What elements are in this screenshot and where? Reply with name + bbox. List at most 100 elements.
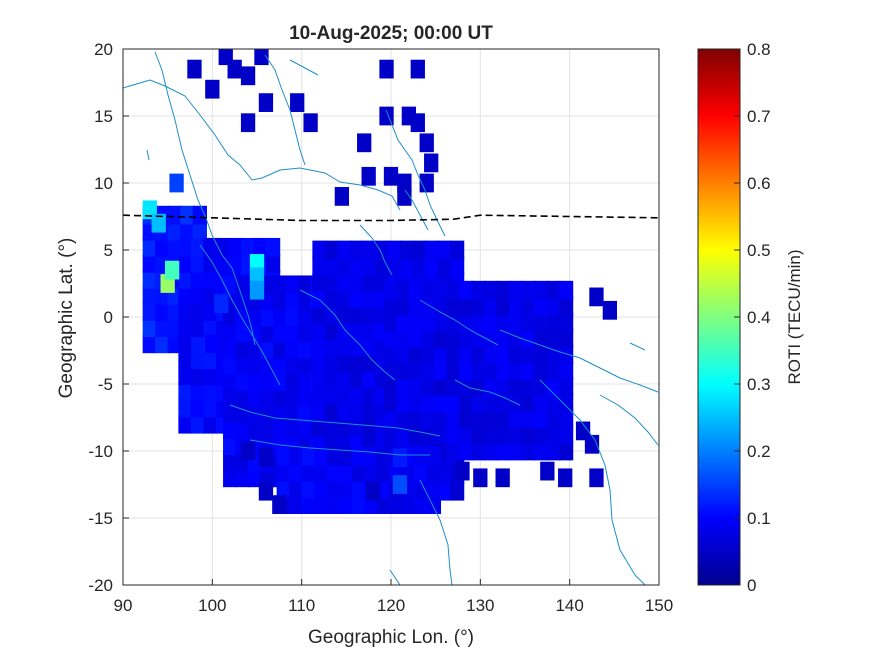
- y-tick-label-2: 10: [94, 174, 113, 193]
- roti-cell-r4-534: [433, 425, 449, 445]
- roti-cell-r4-563: [458, 312, 474, 332]
- roti-cell-12: [161, 26, 175, 45]
- roti-cell-r5-663: [301, 479, 316, 498]
- roti-cell-r0-9: [155, 334, 170, 354]
- roti-cell-r5-658: [289, 495, 304, 514]
- roti-cell-r2-161: [235, 355, 250, 375]
- roti-cell-r4-637: [546, 361, 561, 380]
- roti-cell-r4-527: [421, 361, 436, 380]
- roti-cell-r5-676: [339, 463, 354, 482]
- roti-cell-r2-177: [248, 307, 263, 327]
- roti-cell-r5-681: [351, 446, 366, 466]
- x-tick-label-2: 110: [288, 596, 315, 615]
- y-tick-label-6: -10: [88, 442, 113, 461]
- roti-cell-r2-158: [235, 404, 250, 423]
- roti-cell-r3-323: [324, 321, 340, 340]
- roti-cell-r4-642: [546, 280, 561, 300]
- roti-cell-28: [357, 133, 372, 153]
- roti-cell-47: [240, 441, 256, 461]
- x-axis-label: Geographic Lon. (°): [308, 627, 474, 648]
- roti-cell-r1-47: [178, 382, 193, 402]
- roti-cell-r1-75: [203, 318, 218, 338]
- roti-cell-r2-230: [298, 291, 313, 311]
- roti-cell-r2-190: [260, 307, 275, 327]
- roti-cell-r3-317: [324, 417, 340, 437]
- roti-cell-r2-224: [298, 388, 313, 407]
- roti-cell-r4-573: [471, 329, 486, 348]
- roti-cell-6: [249, 280, 265, 300]
- roti-cell-r2-173: [248, 371, 263, 391]
- y-tick-label-1: 15: [94, 107, 113, 126]
- roti-cell-r4-576: [471, 280, 486, 300]
- roti-cell-r1-140: [265, 237, 281, 257]
- roti-cell-r1-92: [215, 237, 231, 257]
- colorbar-tick-label-2: 0.6: [747, 174, 771, 193]
- roti-cell-r1-72: [203, 366, 218, 386]
- roti-cell-r3-335: [337, 385, 352, 405]
- roti-cell-r4-499: [383, 280, 399, 300]
- roti-cell-r4-650: [558, 329, 574, 348]
- roti-cell-r5-694: [401, 495, 417, 514]
- colorbar-tick-label-8: 0: [747, 576, 756, 595]
- roti-cell-r4-504: [396, 377, 411, 397]
- roti-cell-r1-64: [190, 302, 206, 322]
- roti-cell-r3-376: [362, 240, 377, 260]
- roti-cell-r4-582: [483, 361, 499, 380]
- roti-cell-r1-58: [190, 398, 206, 418]
- roti-cell-r4-580: [483, 393, 499, 413]
- roti-cell-r4-496: [383, 329, 399, 348]
- roti-cell-r2-222: [298, 420, 313, 439]
- colorbar-tick-label-0: 0.8: [747, 40, 771, 59]
- roti-cell-r4-498: [383, 296, 399, 316]
- roti-cell-r3-321: [324, 353, 340, 372]
- roti-cell-21: [290, 93, 305, 112]
- roti-cell-r2-210: [285, 404, 300, 423]
- roti-cell-r3-355: [349, 321, 365, 340]
- roti-cell-r3-341: [337, 288, 352, 308]
- roti-cell-r4-588: [496, 441, 511, 461]
- roti-cell-r4-596: [496, 312, 511, 332]
- roti-cell-r3-303: [312, 385, 327, 405]
- roti-cell-r2-188: [260, 339, 275, 359]
- roti-cell-r4-507: [396, 329, 411, 348]
- roti-cell-r5-666: [314, 495, 329, 514]
- roti-cell-18: [254, 49, 269, 66]
- roti-cell-r0-25: [167, 221, 182, 241]
- roti-cell-r5-659: [289, 479, 304, 498]
- roti-cell-r3-488: [449, 240, 465, 260]
- roti-cell-r4-558: [458, 393, 474, 413]
- roti-cell-42: [473, 468, 488, 488]
- roti-cell-r5-667: [314, 479, 329, 498]
- roti-cell-r4-532: [421, 280, 436, 300]
- coastlines: [123, 51, 659, 585]
- roti-cell-r4-614: [521, 377, 536, 397]
- roti-cell-r2-196: [273, 420, 288, 439]
- x-axis-ticks: 90 100 110 120 130 140 150: [114, 579, 673, 615]
- roti-cell-r2-199: [273, 371, 288, 391]
- roti-cell-r4-653: [558, 280, 574, 300]
- roti-cell-r1-80: [203, 237, 218, 257]
- colorbar-label: ROTI (TECU/min): [785, 249, 804, 384]
- roti-cell-r4-638: [546, 345, 561, 364]
- roti-cell-r4-495: [383, 345, 399, 364]
- roti-cell-r3-472: [437, 240, 452, 260]
- roti-cell-r3-310: [312, 272, 327, 292]
- roti-cell-r5-703: [426, 479, 442, 498]
- roti-cell-r5-689: [376, 446, 391, 466]
- x-tick-label-5: 140: [555, 596, 583, 615]
- roti-cell-3: [164, 260, 180, 280]
- roti-cell-r2-141: [223, 468, 238, 488]
- roti-cell-11: [392, 448, 408, 468]
- roti-cell-r4-557: [458, 409, 474, 429]
- roti-cell-r4-644: [558, 425, 574, 445]
- roti-cell-r2-172: [248, 388, 263, 407]
- roti-cell-r5-690: [389, 495, 404, 514]
- roti-cell-r2-228: [298, 323, 313, 343]
- roti-cell-r5-679: [351, 479, 366, 498]
- roti-cell-r1-70: [203, 398, 218, 418]
- roti-cell-r4-578: [483, 425, 499, 445]
- roti-cell-r0-5: [142, 254, 157, 273]
- roti-cell-r4-618: [521, 312, 536, 332]
- roti-cell-r4-625: [533, 377, 549, 397]
